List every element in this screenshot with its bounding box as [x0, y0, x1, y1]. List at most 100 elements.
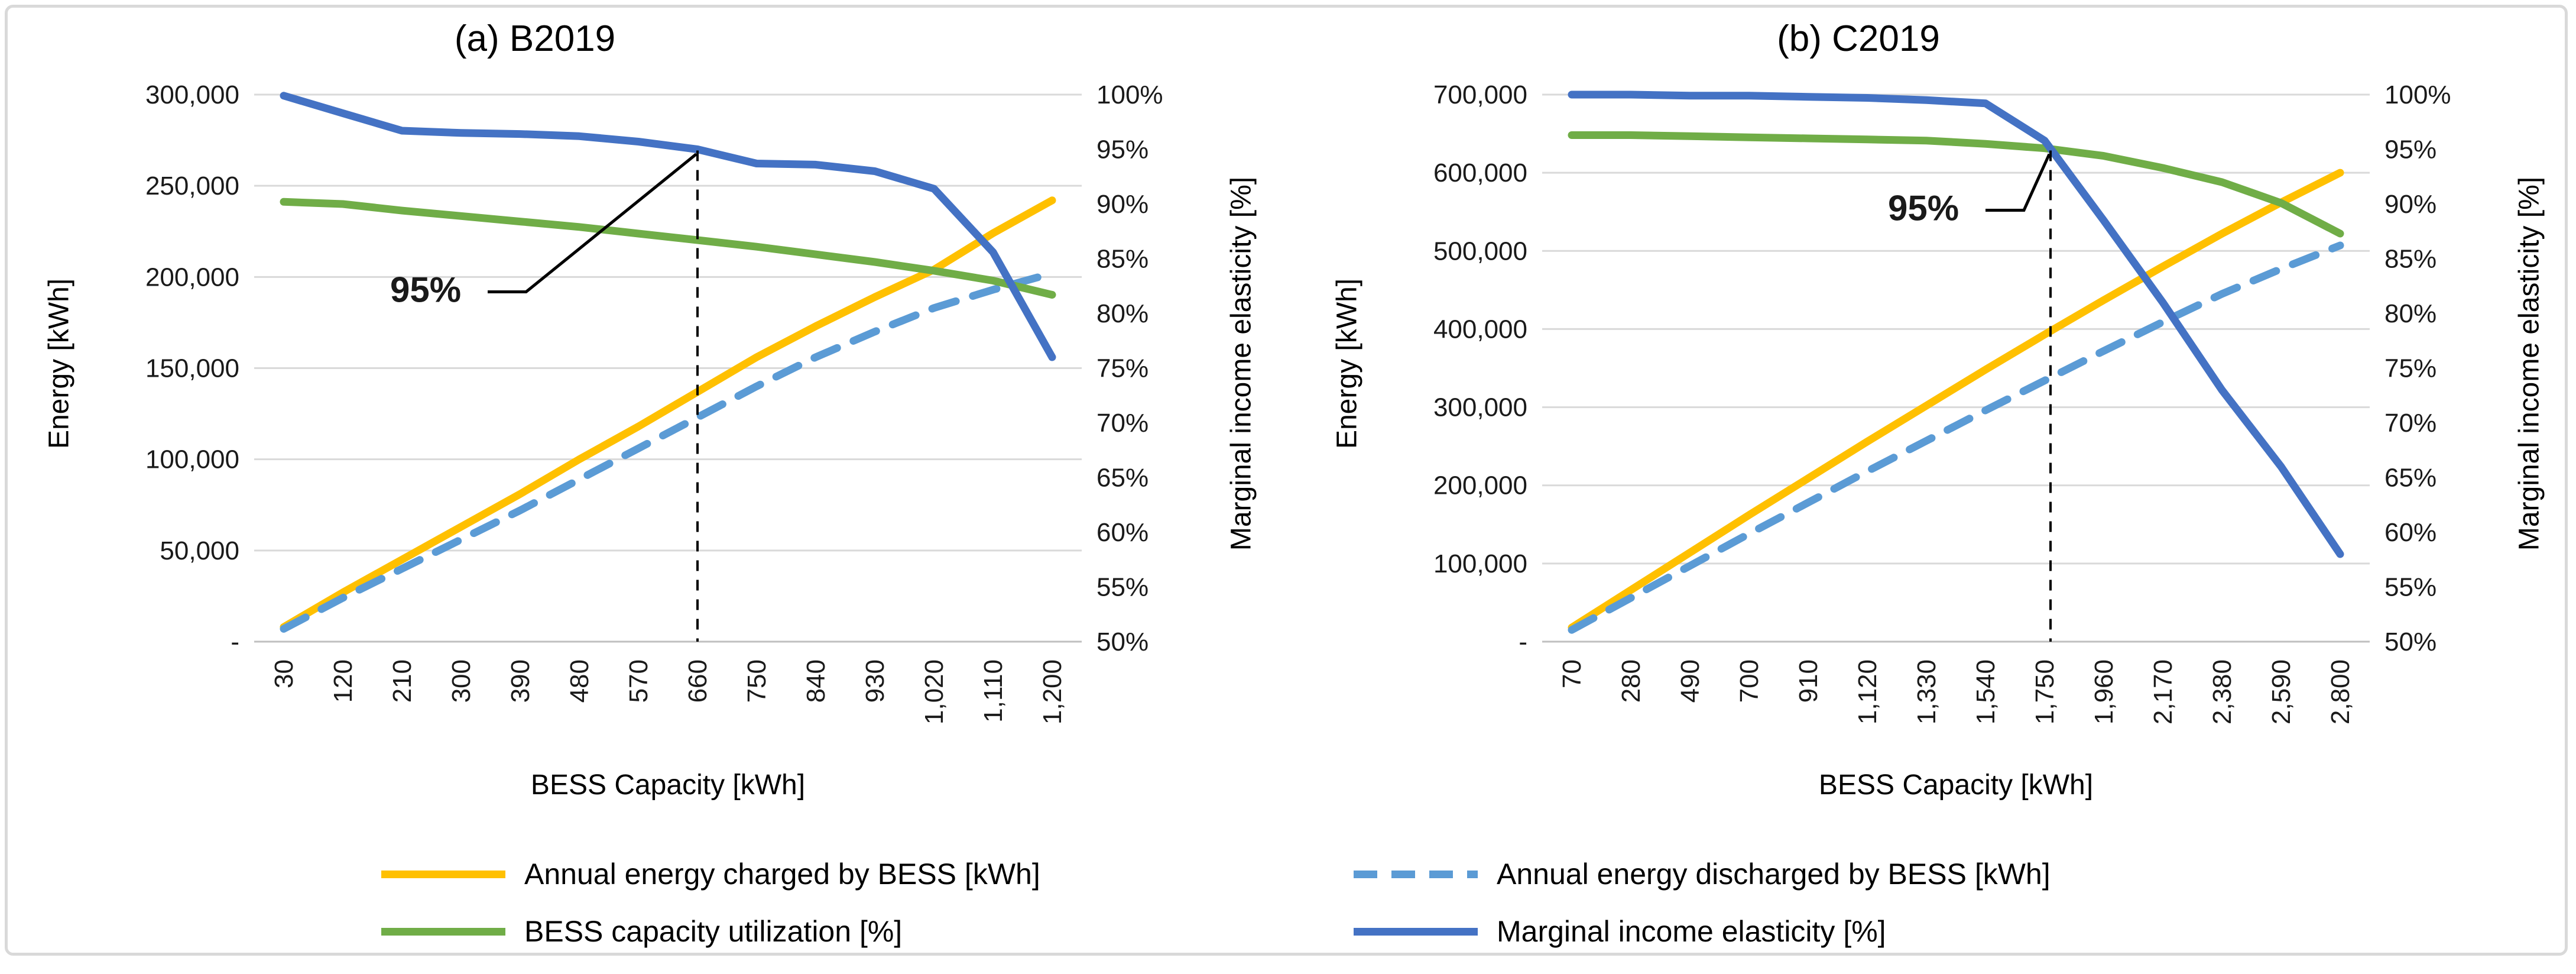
right-axis-tick-label: 95%: [1096, 135, 1149, 164]
legend-swatch-green-line: [381, 927, 505, 936]
y-axis-title-left: Energy [kWh]: [1331, 278, 1363, 449]
x-axis-tick-label: 700: [1735, 659, 1764, 703]
legend-item-energy-discharged: Annual energy discharged by BESS [kWh]: [1354, 856, 2051, 892]
x-axis-tick-label: 300: [447, 659, 476, 703]
x-axis-tick-label: 1,110: [979, 659, 1008, 723]
left-axis-tick-label: 400,000: [1433, 315, 1527, 344]
annotation-callout-line: [488, 153, 697, 293]
right-axis-tick-label: 60%: [1096, 518, 1149, 547]
left-axis-tick-label: 100,000: [1433, 549, 1527, 578]
left-axis-tick-label: -: [231, 627, 239, 656]
x-axis-tick-label: 1,750: [2030, 659, 2059, 724]
right-axis-tick-label: 100%: [1096, 80, 1163, 109]
x-axis-tick-label: 2,800: [2326, 659, 2355, 724]
series-line-3: [1568, 90, 2344, 558]
right-axis-tick-label: 50%: [1096, 627, 1149, 656]
chart-b2019: 300,000 250,000 200,000 150,000 100,000 50,00…: [0, 0, 1288, 840]
legend-swatch-yellow-line: [381, 870, 505, 878]
series-line-3: [280, 92, 1056, 361]
x-axis-tick-label: 280: [1617, 659, 1646, 703]
right-axis-tick-label: 95%: [2384, 135, 2437, 164]
left-axis-tick-label: 100,000: [145, 445, 239, 474]
y-axis-title-left: Energy [kWh]: [43, 278, 75, 449]
left-axis-tick-label: 200,000: [1433, 471, 1527, 500]
right-axis-tick-label: 85%: [2384, 245, 2437, 274]
legend-label: Annual energy discharged by BESS [kWh]: [1497, 857, 2051, 891]
left-axis-tick-label: 50,000: [160, 536, 239, 565]
legend-swatch-dashed-blue-line: [1354, 870, 1478, 878]
x-axis-tick-label: 2,170: [2149, 659, 2178, 724]
annotation-callout-line: [1985, 153, 2051, 212]
x-axis-title: BESS Capacity [kWh]: [530, 769, 806, 801]
right-axis-tick-label: 70%: [2384, 409, 2437, 438]
x-axis-tick-label: 1,120: [1853, 659, 1882, 724]
x-axis-tick-label: 660: [683, 659, 712, 703]
chart-c2019-canvas: 700,000 600,000 500,000 400,000 300,000 200,0…: [1433, 80, 2451, 724]
right-axis-tick-label: 65%: [1096, 464, 1149, 493]
x-axis-tick-label: 840: [802, 659, 830, 703]
chart-c2019: 700,000 600,000 500,000 400,000 300,000 200,0…: [1288, 0, 2576, 840]
right-axis-tick-label: 90%: [2384, 190, 2437, 219]
right-axis-tick-label: 100%: [2384, 80, 2451, 109]
x-axis-tick-label: 480: [565, 659, 594, 703]
legend-item-capacity-utilization: BESS capacity utilization [%]: [381, 914, 902, 949]
right-axis-tick-label: 50%: [2384, 627, 2437, 656]
right-axis-tick-label: 75%: [2384, 354, 2437, 383]
right-axis-tick-label: 80%: [1096, 299, 1149, 328]
legend-item-marginal-income-elasticity: Marginal income elasticity [%]: [1354, 914, 1886, 949]
x-axis-tick-label: 1,960: [2090, 659, 2118, 724]
right-axis-tick-label: 80%: [2384, 299, 2437, 328]
x-axis-tick-label: 2,590: [2267, 659, 2296, 724]
left-axis-tick-label: 500,000: [1433, 237, 1527, 266]
series-line-1: [280, 269, 1056, 633]
right-axis-tick-label: 85%: [1096, 245, 1149, 274]
series-line-2: [1568, 131, 2344, 238]
y-axis-title-right: Marginal income elasticity [%]: [2513, 176, 2545, 551]
left-axis-tick-label: 250,000: [145, 171, 239, 200]
x-axis-tick-label: 1,200: [1038, 659, 1067, 724]
left-axis-tick-label: 700,000: [1433, 80, 1527, 109]
x-axis-tick-label: 1,330: [1912, 659, 1941, 724]
x-axis-tick-label: 70: [1558, 659, 1587, 688]
series-line-0: [280, 196, 1056, 631]
series-line-1: [1568, 241, 2344, 634]
legend-label: BESS capacity utilization [%]: [524, 915, 903, 948]
legend-label: Marginal income elasticity [%]: [1497, 915, 1886, 948]
annotation-label: 95%: [1888, 189, 1959, 228]
x-axis-tick-label: 490: [1676, 659, 1705, 703]
legend-swatch-blue-line: [1354, 927, 1478, 936]
series-line-0: [1568, 169, 2344, 632]
x-axis-title: BESS Capacity [kWh]: [1818, 769, 2094, 801]
left-axis-tick-label: 600,000: [1433, 158, 1527, 187]
x-axis-tick-label: 30: [270, 659, 299, 688]
x-axis-tick-label: 390: [506, 659, 535, 703]
y-axis-title-right: Marginal income elasticity [%]: [1225, 176, 1257, 551]
right-axis-tick-label: 55%: [2384, 573, 2437, 602]
series-line-2: [280, 198, 1056, 299]
figure-border: [5, 5, 2568, 956]
x-axis-tick-label: 570: [624, 659, 653, 703]
chart-title: (a) B2019: [454, 18, 616, 59]
x-axis-tick-label: 2,380: [2208, 659, 2237, 724]
right-axis-tick-label: 60%: [2384, 518, 2437, 547]
legend-label: Annual energy charged by BESS [kWh]: [524, 857, 1040, 891]
right-axis-tick-label: 55%: [1096, 573, 1149, 602]
chart-b2019-canvas: 300,000 250,000 200,000 150,000 100,000 50,00…: [145, 80, 1163, 724]
x-axis-tick-label: 910: [1794, 659, 1823, 703]
left-axis-tick-label: -: [1519, 627, 1527, 656]
x-axis-tick-label: 210: [388, 659, 417, 703]
x-axis-tick-label: 750: [742, 659, 771, 703]
left-axis-tick-label: 300,000: [145, 80, 239, 109]
chart-title: (b) C2019: [1777, 18, 1940, 59]
left-axis-tick-label: 300,000: [1433, 393, 1527, 422]
annotation-label: 95%: [390, 270, 461, 310]
x-axis-tick-label: 120: [329, 659, 358, 703]
right-axis-tick-label: 75%: [1096, 354, 1149, 383]
right-axis-tick-label: 70%: [1096, 409, 1149, 438]
x-axis-tick-label: 1,020: [920, 659, 949, 724]
x-axis-tick-label: 1,540: [1971, 659, 2000, 724]
left-axis-tick-label: 150,000: [145, 354, 239, 383]
right-axis-tick-label: 65%: [2384, 464, 2437, 493]
x-axis-tick-label: 930: [861, 659, 890, 703]
